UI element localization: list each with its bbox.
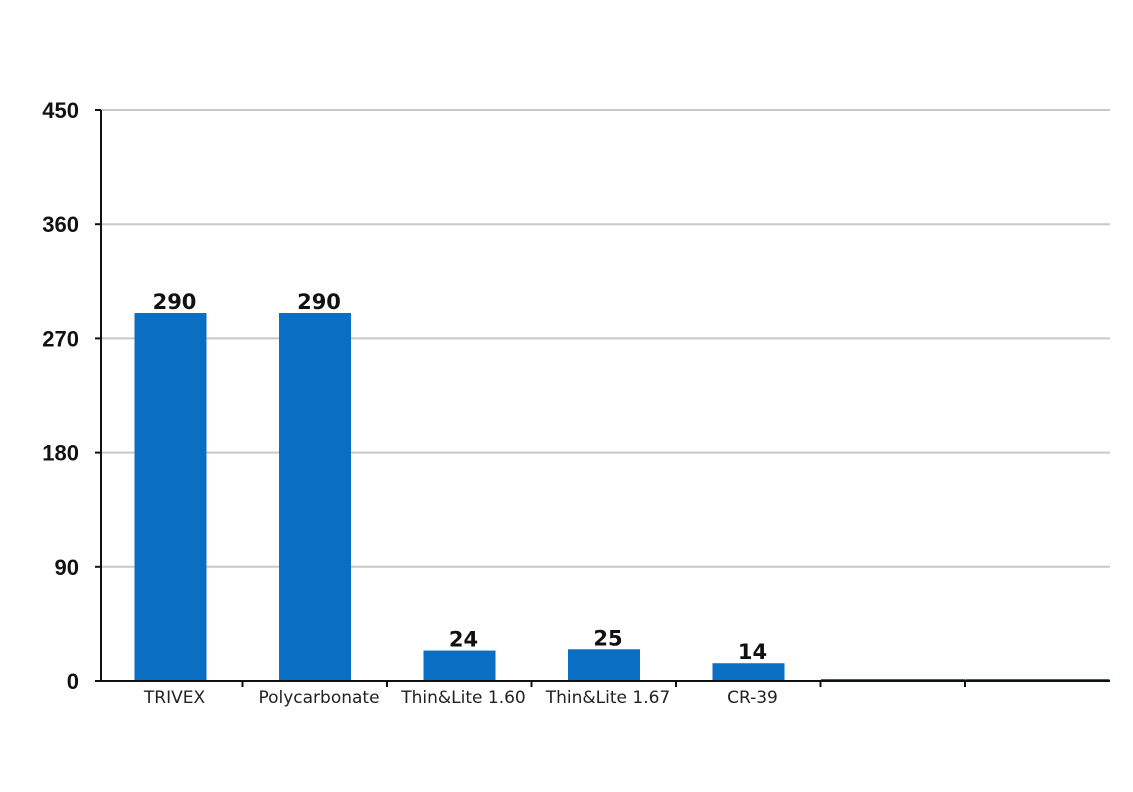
- x-tick-label: CR-39: [727, 688, 778, 708]
- y-tick-label: 450: [42, 98, 79, 123]
- x-tick-label: Thin&Lite 1.67: [545, 688, 671, 708]
- x-axis-tick-labels: TRIVEX Polycarbonate Thin&Lite 1.60 Thin&Li…: [143, 688, 778, 708]
- bar: [134, 313, 207, 681]
- y-axis-tick-labels: 0 90 180 270 360 450: [42, 98, 79, 694]
- y-tick-label: 270: [42, 326, 79, 351]
- bar: [279, 313, 351, 681]
- x-tick-label: Polycarbonate: [258, 688, 379, 708]
- bar: [712, 663, 785, 681]
- y-tick-label: 180: [42, 441, 79, 466]
- data-label: 14: [738, 640, 767, 664]
- y-tick-label: 90: [55, 555, 79, 580]
- data-label: 25: [593, 626, 622, 650]
- bar: [568, 649, 640, 681]
- gridlines: [101, 109, 1110, 568]
- data-label: 290: [153, 290, 197, 314]
- data-labels: 290 290 24 25 14: [153, 290, 768, 664]
- bars: [134, 313, 1110, 681]
- data-label: 290: [297, 290, 341, 314]
- y-tick-label: 360: [42, 212, 79, 237]
- axes: [95, 109, 1110, 687]
- x-tick-label: TRIVEX: [143, 688, 206, 708]
- data-label: 24: [449, 628, 478, 652]
- y-tick-label: 0: [67, 669, 79, 694]
- bar: [423, 650, 496, 681]
- x-tick-label: Thin&Lite 1.60: [400, 688, 526, 708]
